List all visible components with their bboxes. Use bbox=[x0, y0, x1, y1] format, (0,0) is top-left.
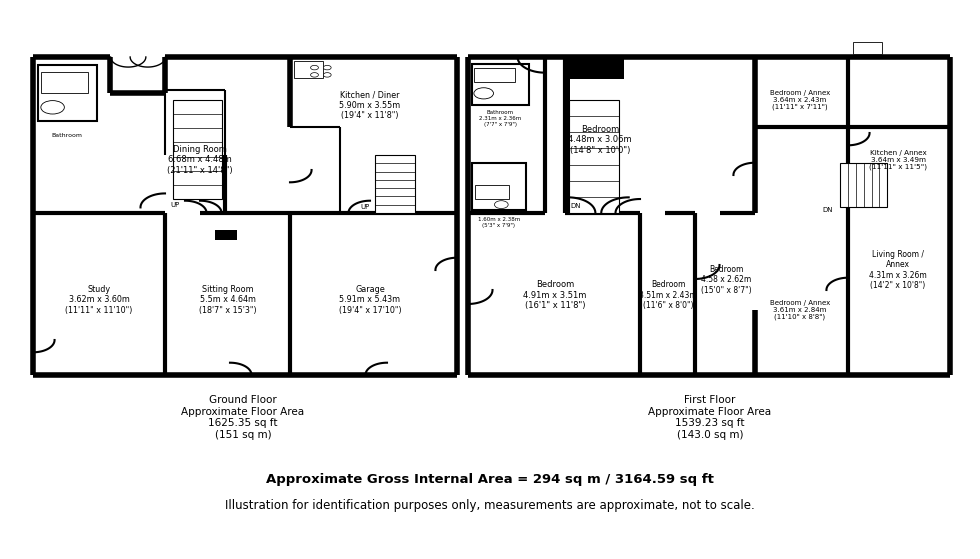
Text: Bathroom: Bathroom bbox=[52, 132, 82, 138]
Text: Ground Floor
Approximate Floor Area
1625.35 sq ft
(151 sq m): Ground Floor Approximate Floor Area 1625… bbox=[181, 395, 305, 440]
Bar bbox=[215, 230, 236, 240]
Text: Dining Room
6.68m x 4.48m
(21'11" x 14'8"): Dining Room 6.68m x 4.48m (21'11" x 14'8… bbox=[168, 145, 233, 175]
Text: 1.60m x 2.38m
(5'3" x 7'9"): 1.60m x 2.38m (5'3" x 7'9") bbox=[477, 217, 520, 228]
Bar bbox=[294, 61, 323, 78]
Bar bbox=[472, 163, 526, 210]
Text: Garage
5.91m x 5.43m
(19'4" x 17'10"): Garage 5.91m x 5.43m (19'4" x 17'10") bbox=[339, 285, 402, 315]
Text: Bedroom / Annex
3.61m x 2.84m
(11'10" x 8'8"): Bedroom / Annex 3.61m x 2.84m (11'10" x … bbox=[770, 300, 830, 320]
Bar bbox=[569, 100, 619, 213]
Circle shape bbox=[495, 201, 509, 209]
Bar bbox=[35, 213, 456, 374]
Text: DN: DN bbox=[823, 207, 833, 213]
Text: UP: UP bbox=[170, 202, 179, 207]
Text: Bedroom
4.91m x 3.51m
(16'1" x 11'8"): Bedroom 4.91m x 3.51m (16'1" x 11'8") bbox=[523, 280, 587, 310]
Bar bbox=[853, 42, 882, 54]
Text: DN: DN bbox=[570, 203, 580, 209]
Circle shape bbox=[323, 65, 331, 70]
Text: Bedroom
4.48m x 3.06m
(14'8" x 10'0"): Bedroom 4.48m x 3.06m (14'8" x 10'0") bbox=[568, 125, 632, 155]
Bar bbox=[472, 64, 529, 105]
Bar bbox=[172, 100, 222, 199]
Text: Approximate Gross Internal Area = 294 sq m / 3164.59 sq ft: Approximate Gross Internal Area = 294 sq… bbox=[266, 473, 714, 486]
Text: Kitchen / Diner
5.90m x 3.55m
(19'4" x 11'8"): Kitchen / Diner 5.90m x 3.55m (19'4" x 1… bbox=[339, 90, 401, 120]
Circle shape bbox=[311, 73, 319, 77]
Circle shape bbox=[323, 73, 331, 77]
Bar bbox=[475, 185, 510, 199]
Bar bbox=[35, 59, 289, 213]
Text: Bedroom / Annex
3.64m x 2.43m
(11'11" x 7'11"): Bedroom / Annex 3.64m x 2.43m (11'11" x … bbox=[770, 90, 830, 110]
Bar bbox=[840, 163, 887, 207]
Circle shape bbox=[311, 65, 319, 70]
Text: Bedroom
3.51m x 2.43m
(11'6" x 8'0"): Bedroom 3.51m x 2.43m (11'6" x 8'0") bbox=[639, 280, 697, 310]
Text: Kitchen / Annex
3.64m x 3.49m
(11'11" x 11'5"): Kitchen / Annex 3.64m x 3.49m (11'11" x … bbox=[869, 150, 927, 170]
Text: Study
3.62m x 3.60m
(11'11" x 11'10"): Study 3.62m x 3.60m (11'11" x 11'10") bbox=[66, 285, 132, 315]
Text: Living Room /
Annex
4.31m x 3.26m
(14'2" x 10'8"): Living Room / Annex 4.31m x 3.26m (14'2"… bbox=[869, 250, 927, 290]
Text: UP: UP bbox=[361, 205, 370, 210]
Bar bbox=[41, 72, 88, 93]
Bar bbox=[375, 155, 415, 213]
Text: Bedroom
4.58 x 2.62m
(15'0" x 8'7"): Bedroom 4.58 x 2.62m (15'0" x 8'7") bbox=[701, 265, 752, 295]
Bar bbox=[474, 68, 515, 82]
Bar bbox=[565, 57, 570, 213]
Text: First Floor
Approximate Floor Area
1539.23 sq ft
(143.0 sq m): First Floor Approximate Floor Area 1539.… bbox=[649, 395, 771, 440]
Bar bbox=[291, 59, 455, 127]
Text: Bathroom
2.31m x 2.36m
(7'7" x 7'9"): Bathroom 2.31m x 2.36m (7'7" x 7'9") bbox=[479, 110, 521, 127]
Bar bbox=[565, 57, 624, 79]
Circle shape bbox=[474, 88, 494, 99]
Text: Sitting Room
5.5m x 4.64m
(18'7" x 15'3"): Sitting Room 5.5m x 4.64m (18'7" x 15'3"… bbox=[199, 285, 257, 315]
Text: Illustration for identification purposes only, measurements are approximate, not: Illustration for identification purposes… bbox=[225, 499, 755, 511]
Bar bbox=[38, 65, 97, 121]
Circle shape bbox=[41, 101, 65, 114]
